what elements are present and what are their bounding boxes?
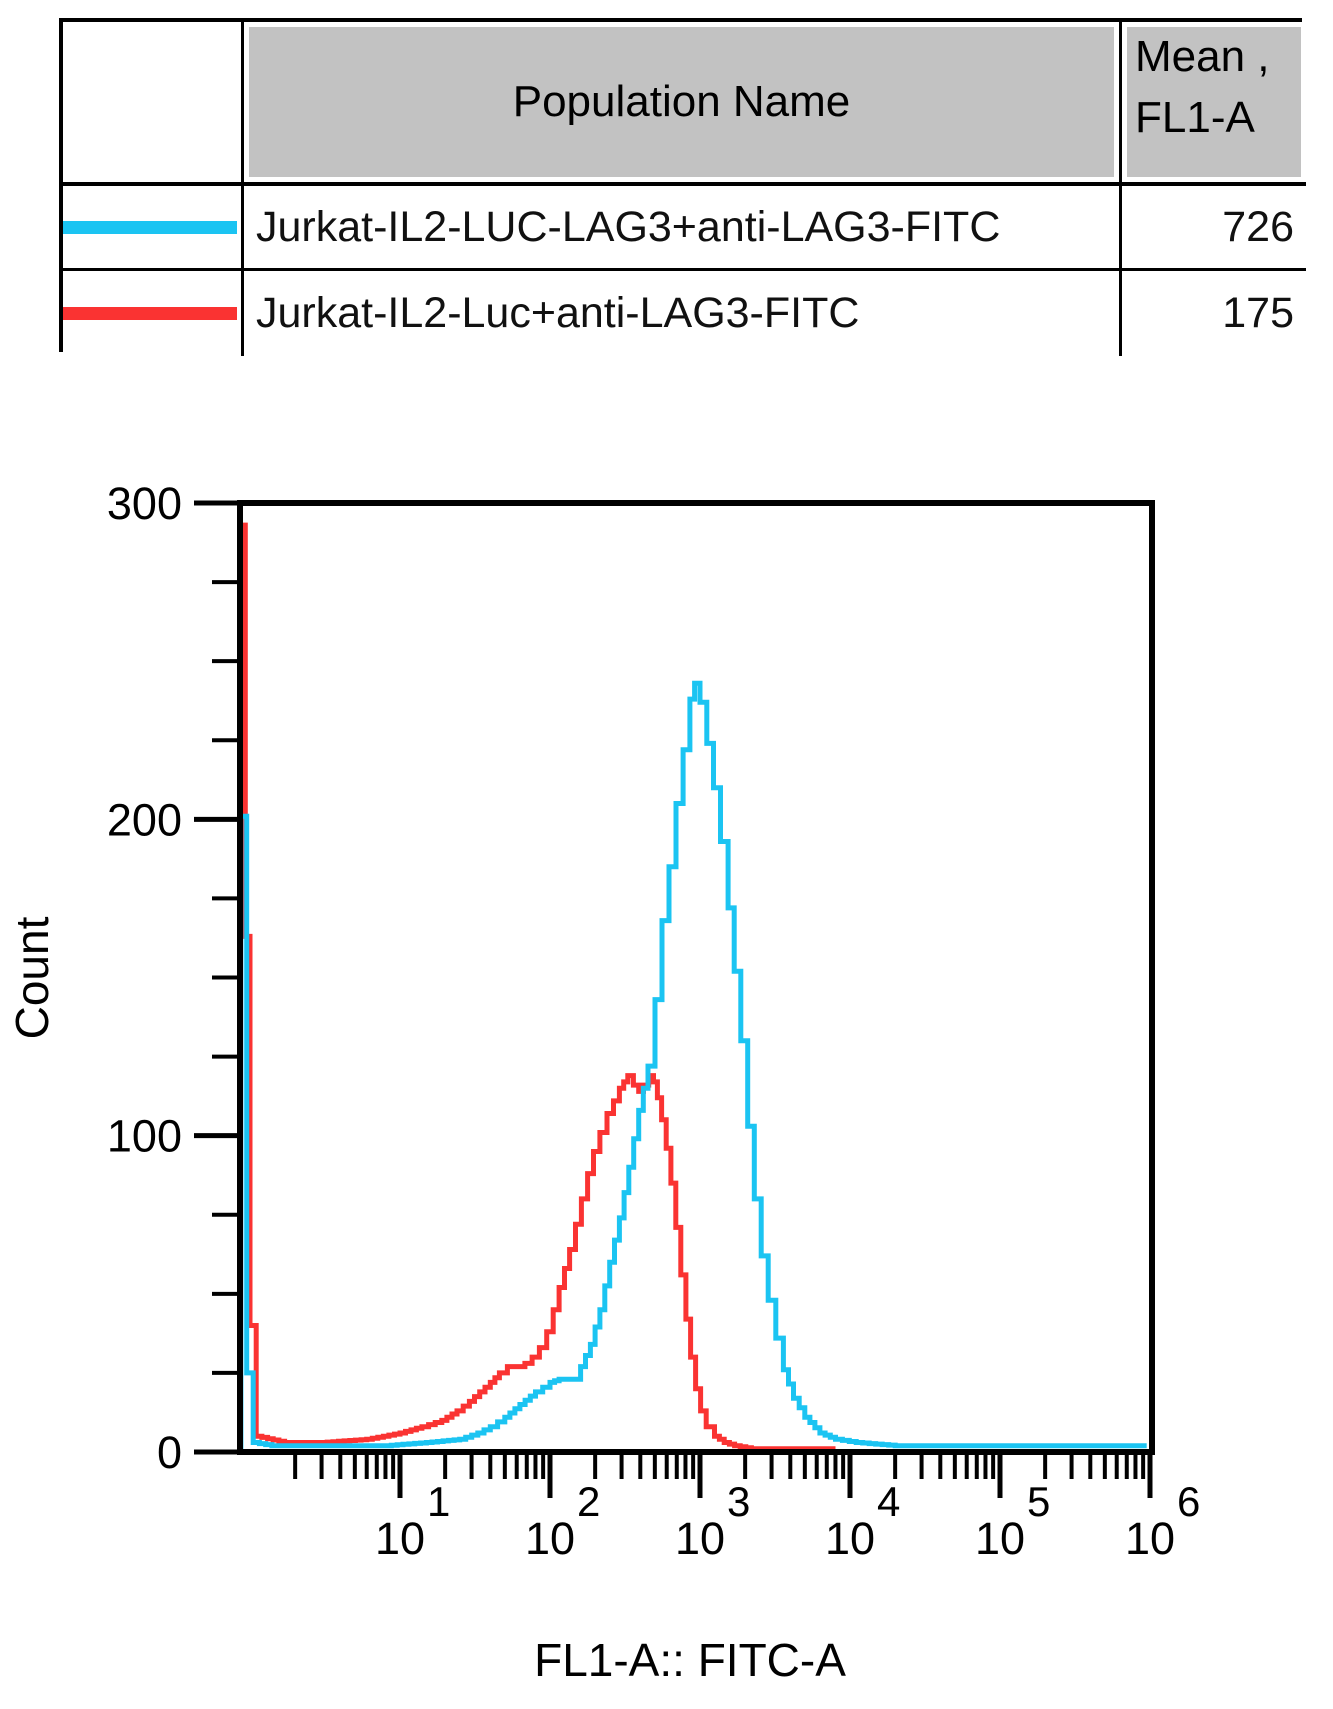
x-tick-label-exponent: 3 [727, 1478, 750, 1525]
y-tick-label: 0 [157, 1427, 182, 1478]
mean-header-line2: FL1-A [1135, 92, 1255, 142]
x-tick-label-exponent: 1 [427, 1478, 450, 1525]
x-tick-label-exponent: 6 [1177, 1478, 1200, 1525]
legend-table: Population Name Mean , FL1-A Jurkat-IL2-… [59, 18, 1306, 356]
legend-header-empty-cell [63, 22, 244, 186]
y-axis-tick-labels: 0 100 200 300 [107, 478, 182, 1478]
x-tick-label-base: 10 [375, 1513, 425, 1564]
y-axis-ticks [194, 500, 237, 1455]
x-axis-title: FL1-A:: FITC-A [534, 1634, 846, 1686]
x-tick-label-exponent: 4 [877, 1478, 900, 1525]
x-tick-label-base: 10 [975, 1513, 1025, 1564]
population-name-header: Population Name [512, 77, 851, 126]
legend-row2-population: Jurkat-IL2-Luc+anti-LAG3-FITC [244, 271, 1122, 356]
legend-row2-swatch-cell [63, 271, 244, 356]
x-tick-label-base: 10 [675, 1513, 725, 1564]
x-tick-label-exponent: 2 [577, 1478, 600, 1525]
y-axis-title: Count [6, 916, 58, 1039]
y-tick-label: 300 [107, 478, 182, 529]
histogram-curve-1 [237, 522, 836, 1452]
plot-frame [237, 500, 1155, 1455]
x-tick-label-base: 10 [525, 1513, 575, 1564]
x-axis-ticks [293, 1455, 1153, 1498]
mean-header-line1: Mean , [1135, 32, 1270, 81]
x-tick-label-base: 10 [1125, 1513, 1175, 1564]
legend-row1-mean-value: 726 [1122, 186, 1306, 271]
legend-header-mean-cell: Mean , FL1-A [1122, 22, 1306, 186]
legend-row1-population: Jurkat-IL2-LUC-LAG3+anti-LAG3-FITC [244, 186, 1122, 271]
y-tick-label: 100 [107, 1111, 182, 1162]
legend-header-population-cell: Population Name [244, 22, 1122, 186]
plot-curves [237, 522, 1147, 1452]
population-swatch [63, 307, 237, 320]
x-tick-label-base: 10 [825, 1513, 875, 1564]
legend-row1-swatch-cell [63, 186, 244, 271]
population-swatch [63, 220, 237, 234]
x-tick-label-exponent: 5 [1027, 1478, 1050, 1525]
legend-row2-mean-value: 175 [1122, 271, 1306, 356]
y-tick-label: 200 [107, 794, 182, 845]
histogram-curve-0 [238, 680, 1147, 1452]
